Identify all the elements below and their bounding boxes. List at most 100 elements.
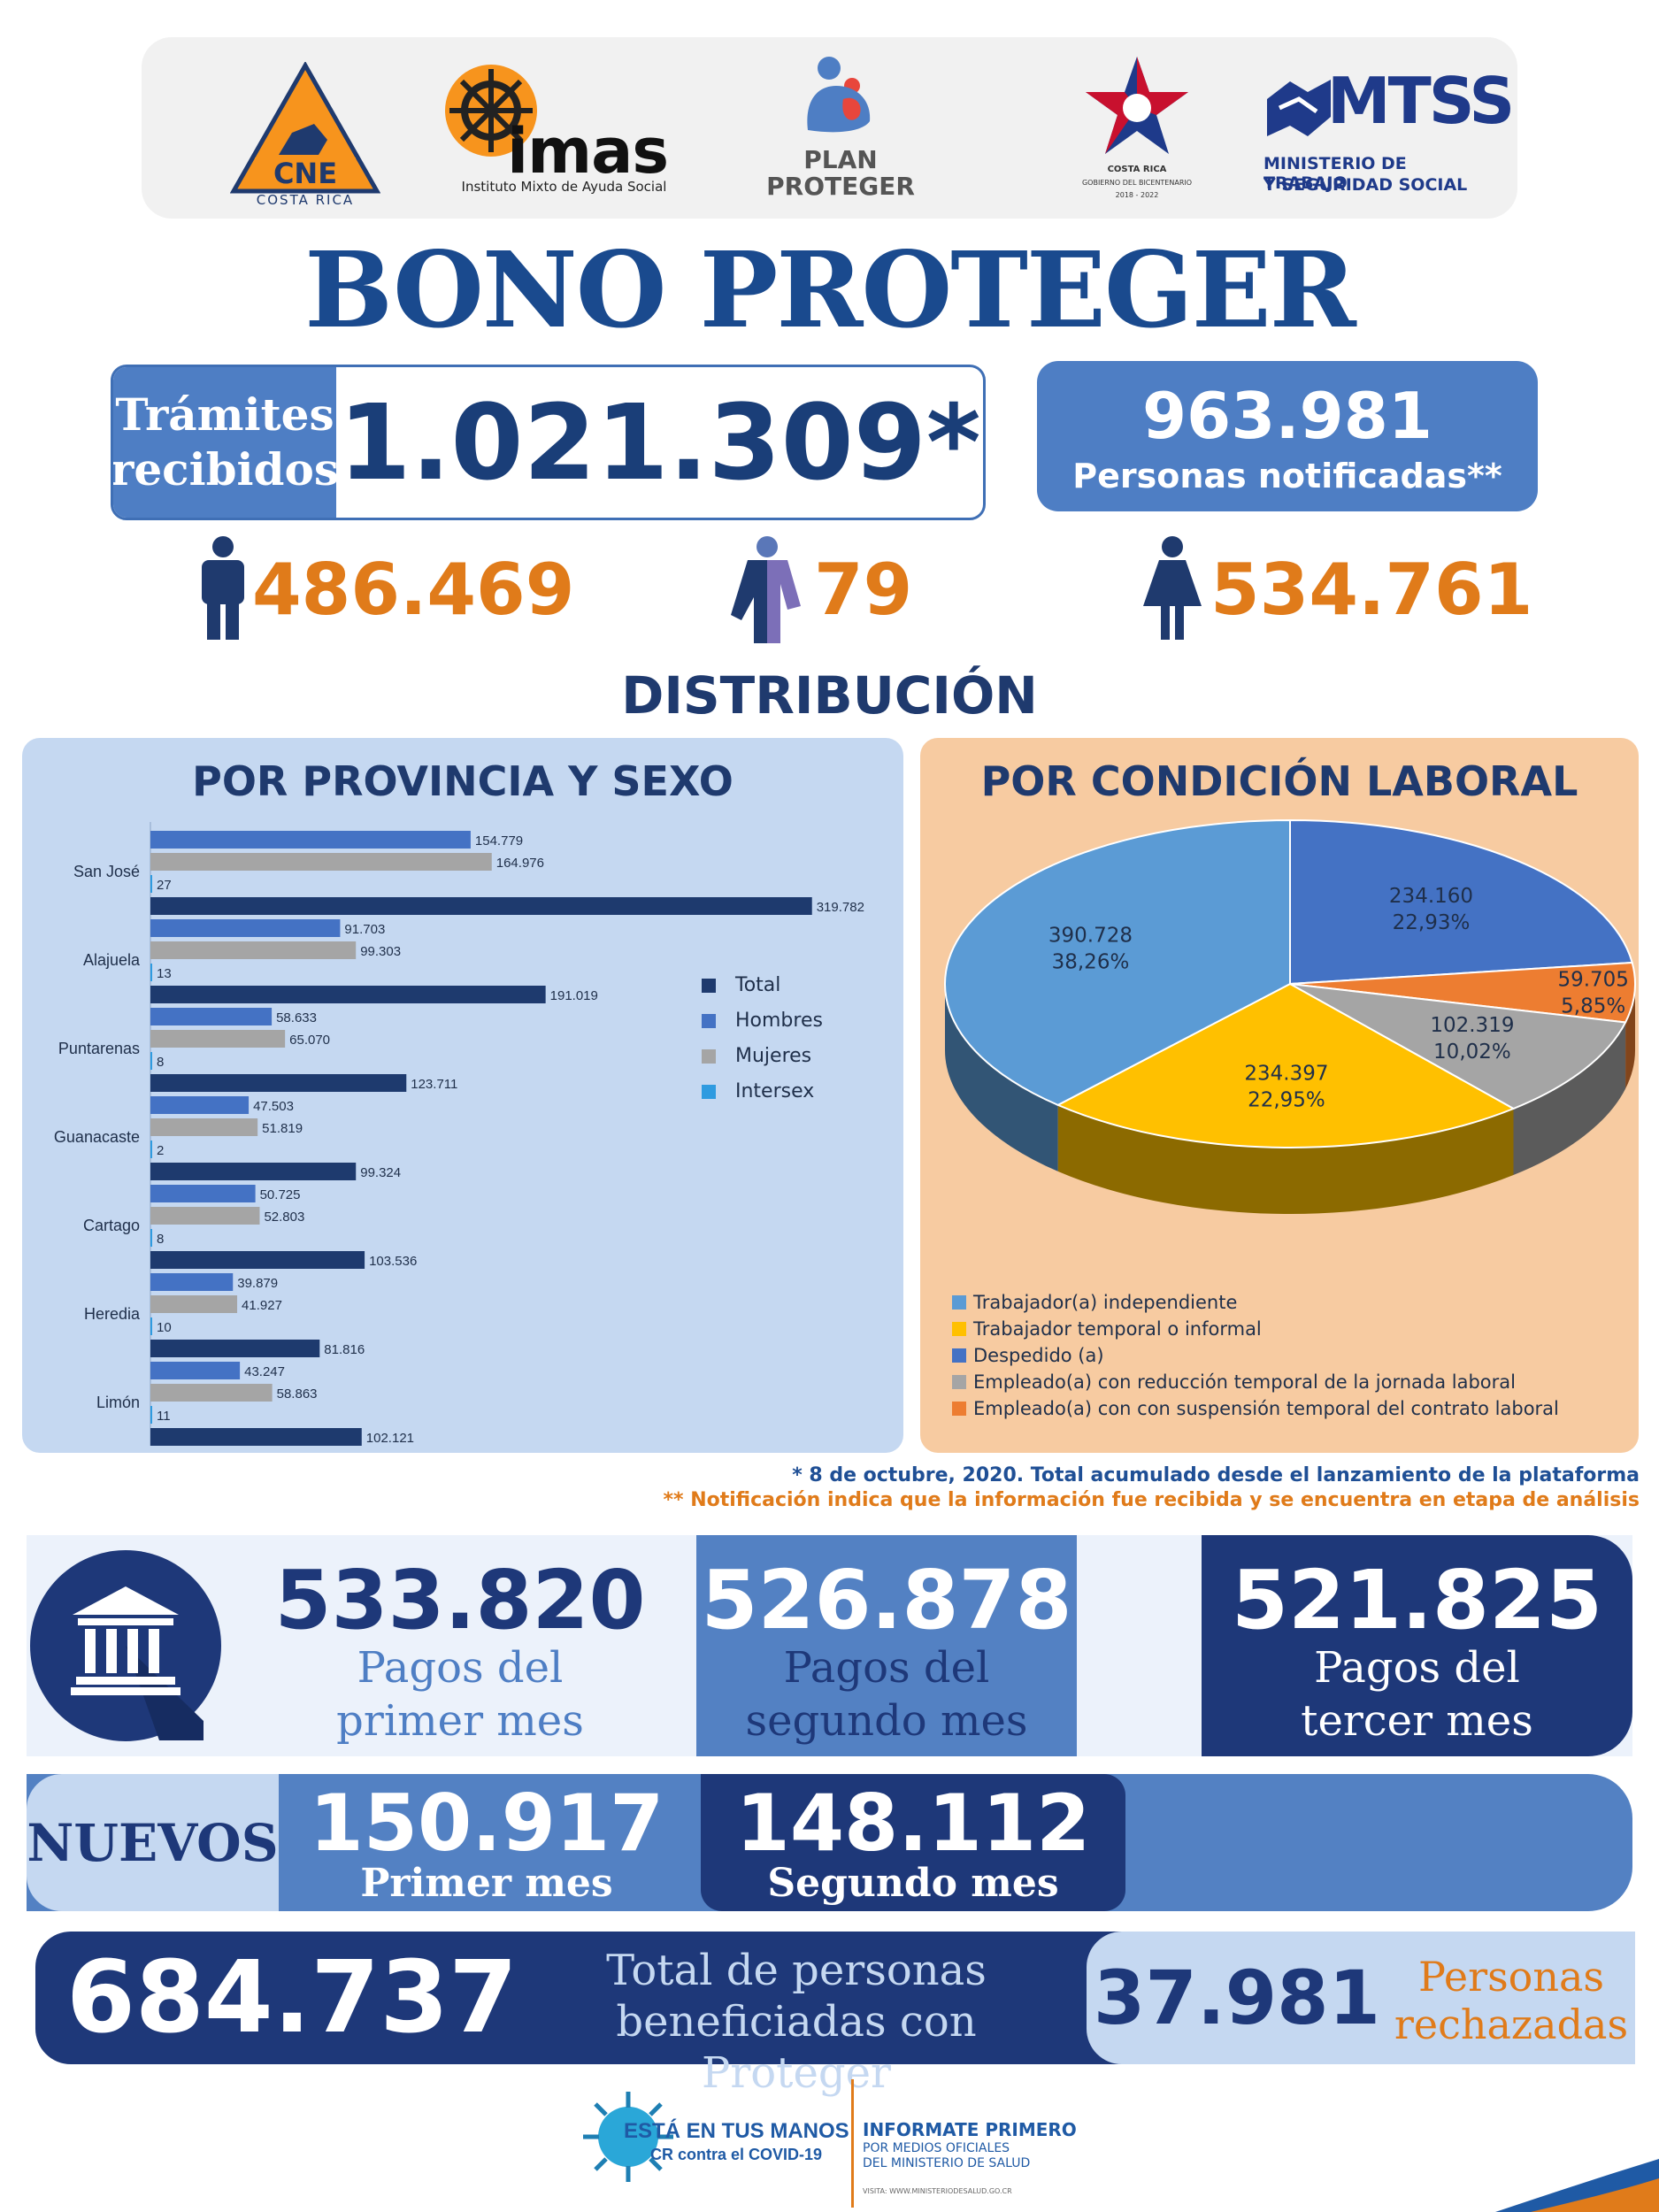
total-label-2: beneficiadas con Proteger — [616, 1997, 977, 2098]
man-icon — [202, 536, 244, 640]
pie-value-empleado-a-con-con-suspension-temporal-del-contrato-laboral: 59.705 — [1557, 969, 1628, 992]
bar-label-san-jose-total: 319.782 — [817, 900, 864, 915]
bar-label-limon-intersex: 11 — [157, 1409, 171, 1424]
distribution-title: DISTRIBUCIÓN — [621, 665, 1038, 726]
handshake-icon — [1267, 80, 1331, 136]
labor-pie-chart: 234.160 22,93% 59.705 5,85% 102.319 10,02% 234… — [944, 818, 1636, 1419]
nuevos-first-month: 150.917 Primer mes — [279, 1774, 695, 1911]
imas-emblem-icon — [445, 65, 537, 157]
costa-rica-logo: COSTA RICA GOBIERNO DEL BICENTENARIO 201… — [1053, 37, 1221, 219]
woman-icon — [1143, 536, 1202, 640]
payment-first-label-1: Pagos del — [357, 1643, 564, 1693]
pie-legend-swatch-3 — [952, 1375, 966, 1389]
mtss-logo: MTSS MINISTERIO DE TRABAJO Y SEGURIDAD S… — [1256, 37, 1515, 219]
bar-label-puntarenas-intersex: 8 — [157, 1055, 164, 1070]
info-line2: POR MEDIOS OFICIALES — [863, 2141, 1010, 2155]
legend-label-mujeres: Mujeres — [735, 1045, 811, 1067]
bar-label-limon-mujeres: 58.863 — [277, 1386, 318, 1402]
intersex-icon — [731, 536, 801, 643]
pie-percent-trabajador-temporal-o-informal: 22,95% — [1248, 1089, 1325, 1112]
bar-label-heredia-mujeres: 41.927 — [242, 1298, 282, 1313]
bar-heredia-hombres — [150, 1273, 234, 1291]
bar-label-alajuela-hombres: 91.703 — [344, 922, 385, 937]
nuevos-first-value: 150.917 — [309, 1778, 664, 1869]
bar-label-puntarenas-total: 123.711 — [411, 1077, 457, 1092]
tramites-value: 1.021.309* — [338, 381, 981, 503]
intersex-count: 79 — [814, 549, 913, 631]
bar-label-puntarenas-mujeres: 65.070 — [289, 1033, 330, 1048]
bar-label-cartago-intersex: 8 — [157, 1232, 164, 1247]
bar-category-cartago: Cartago — [83, 1217, 140, 1234]
pie-side-trabajador-temporal-o-informal — [1057, 1104, 1514, 1214]
logo-bar: CNE COSTA RICA imas Instituto Mixto de A… — [142, 37, 1517, 219]
legend-swatch-intersex — [702, 1085, 716, 1099]
legend-label-intersex: Intersex — [735, 1080, 814, 1102]
pie-percent-empleado-a-con-reduccion-temporal-de-la-jornada-laboral: 10,02% — [1433, 1041, 1511, 1064]
bar-san-jose-mujeres — [150, 853, 492, 871]
bar-label-alajuela-mujeres: 99.303 — [360, 944, 401, 959]
bar-heredia-intersex — [150, 1317, 152, 1335]
visit-url: VISITA: WWW.MINISTERIODESALUD.GO.CR — [863, 2187, 1012, 2195]
bar-puntarenas-intersex — [150, 1052, 152, 1070]
pie-side-trabajador-a-independiente — [945, 984, 1058, 1171]
footnote-notification: ** Notificación indica que la informació… — [663, 1489, 1640, 1511]
pie-legend-swatch-1 — [952, 1322, 966, 1336]
payment-first-label-2: primer mes — [336, 1696, 584, 1746]
bar-label-cartago-total: 103.536 — [369, 1254, 417, 1269]
pie-value-trabajador-temporal-o-informal: 234.397 — [1244, 1063, 1328, 1086]
bar-alajuela-total — [150, 986, 546, 1003]
pie-side-empleado-a-con-reduccion-temporal-de-la-jornada-laboral — [1513, 1022, 1626, 1175]
bar-limon-intersex — [150, 1406, 152, 1424]
bar-puntarenas-hombres — [150, 1008, 273, 1025]
mtss-line1: MINISTERIO DE TRABAJO — [1263, 154, 1407, 193]
bar-puntarenas-mujeres — [150, 1030, 286, 1048]
bar-guanacaste-total — [150, 1163, 357, 1180]
bank-icon — [30, 1550, 221, 1741]
bar-san-jose-intersex — [150, 875, 152, 893]
campaign-line2: CR contra el COVID-19 — [650, 2146, 823, 2163]
campaign-line1: ESTÁ EN TUS MANOS — [624, 2119, 849, 2143]
bar-label-heredia-hombres: 39.879 — [237, 1276, 278, 1291]
rejected-card: 37.981 Personas rechazadas — [1087, 1932, 1635, 2064]
notificadas-value: 963.981 — [1142, 379, 1432, 453]
bar-label-guanacaste-hombres: 47.503 — [253, 1099, 294, 1114]
payment-first-value: 533.820 — [274, 1553, 646, 1647]
nuevos-second-month: 148.112 Segundo mes — [701, 1774, 1125, 1911]
pie-slice-empleado-a-con-reduccion-temporal-de-la-jornada-laboral — [1289, 983, 1627, 1110]
bar-label-guanacaste-intersex: 2 — [157, 1143, 164, 1158]
bar-alajuela-hombres — [150, 919, 341, 937]
payment-second-label: Pagos del segundo mes — [696, 1641, 1077, 1747]
payment-third-month: 521.825 Pagos del tercer mes — [1202, 1535, 1632, 1756]
bar-cartago-hombres — [150, 1185, 256, 1202]
bar-label-heredia-intersex: 10 — [157, 1320, 172, 1335]
legend-swatch-hombres — [702, 1014, 716, 1028]
pie-legend-label-4: Empleado(a) con con suspensión temporal … — [973, 1398, 1559, 1419]
notificadas-label: Personas notificadas** — [1072, 457, 1502, 495]
bar-category-puntarenas: Puntarenas — [58, 1040, 140, 1057]
bar-label-guanacaste-total: 99.324 — [360, 1165, 401, 1180]
rejected-label: Personas rechazadas — [1387, 1953, 1635, 2048]
bar-guanacaste-intersex — [150, 1141, 152, 1158]
bar-label-limon-total: 102.121 — [366, 1431, 414, 1446]
bar-limon-hombres — [150, 1362, 241, 1379]
pie-legend-swatch-2 — [952, 1348, 966, 1363]
total-label-1: Total de personas — [606, 1946, 987, 1995]
legend-swatch-total — [702, 979, 716, 993]
tramites-label-1: Trámites — [115, 388, 334, 441]
corner-swoosh — [1495, 2159, 1659, 2212]
pie-side-empleado-a-con-con-suspension-temporal-del-contrato-laboral — [1625, 984, 1635, 1089]
family-icon — [807, 57, 871, 133]
footnote-date: * 8 de octubre, 2020. Total acumulado de… — [792, 1464, 1640, 1486]
bar-label-alajuela-intersex: 13 — [157, 966, 172, 981]
notificadas-card: 963.981 Personas notificadas** — [1037, 361, 1538, 511]
plan-line1: PLAN — [803, 145, 878, 174]
total-beneficiaries-label: Total de personas beneficiadas con Proteg… — [522, 1945, 1071, 2099]
virus-icon — [583, 2092, 673, 2182]
plan-line2: PROTEGER — [766, 172, 915, 201]
labor-chart-panel: POR CONDICIÓN LABORAL 234.160 22,93% 59.70… — [920, 738, 1639, 1453]
payment-second-label-2: segundo mes — [745, 1696, 1028, 1746]
total-beneficiaries-value: 684.737 — [65, 1940, 518, 2055]
bar-guanacaste-mujeres — [150, 1118, 258, 1136]
bar-label-cartago-hombres: 50.725 — [260, 1187, 301, 1202]
pie-legend-label-3: Empleado(a) con reducción temporal de la… — [973, 1371, 1516, 1393]
